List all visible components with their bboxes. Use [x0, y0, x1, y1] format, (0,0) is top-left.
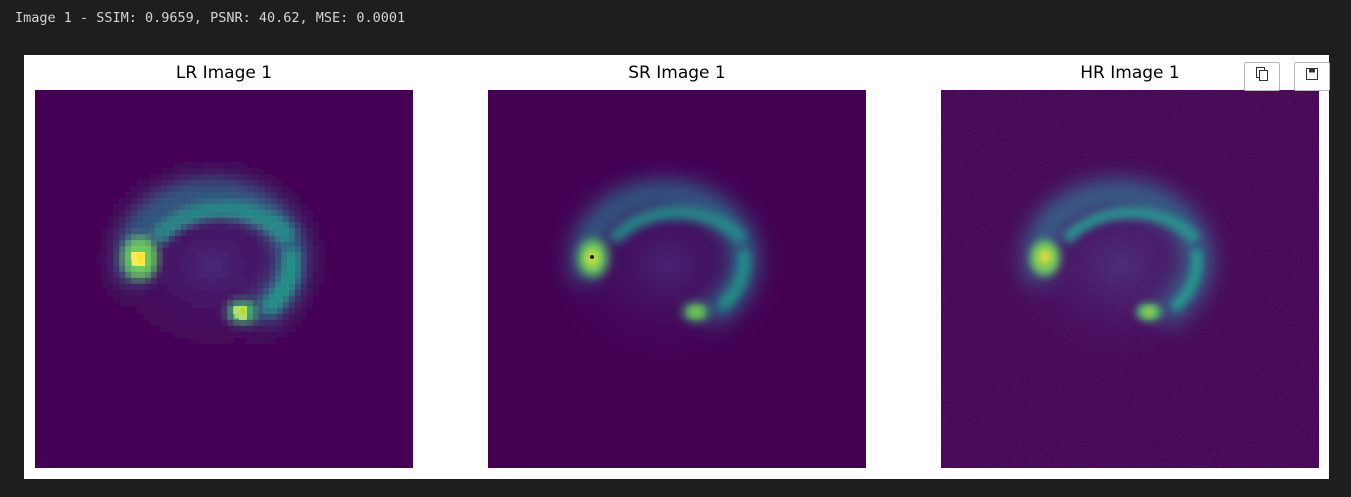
- panel-title-lr: LR Image 1: [175, 63, 273, 83]
- save-figure-button[interactable]: [1294, 62, 1330, 91]
- matplotlib-figure: LR Image 1: [24, 55, 1329, 479]
- image-panel-sr: [488, 90, 866, 468]
- panel-title-hr: HR Image 1: [1080, 63, 1180, 83]
- image-panel-hr: [941, 90, 1319, 468]
- copy-figure-button[interactable]: [1244, 62, 1280, 91]
- save-icon: [1305, 67, 1319, 86]
- image-panel-lr: [35, 90, 413, 468]
- output-metrics-text: Image 1 - SSIM: 0.9659, PSNR: 40.62, MSE…: [15, 10, 406, 26]
- copy-icon: [1254, 66, 1270, 87]
- panel-title-sr: SR Image 1: [628, 63, 726, 83]
